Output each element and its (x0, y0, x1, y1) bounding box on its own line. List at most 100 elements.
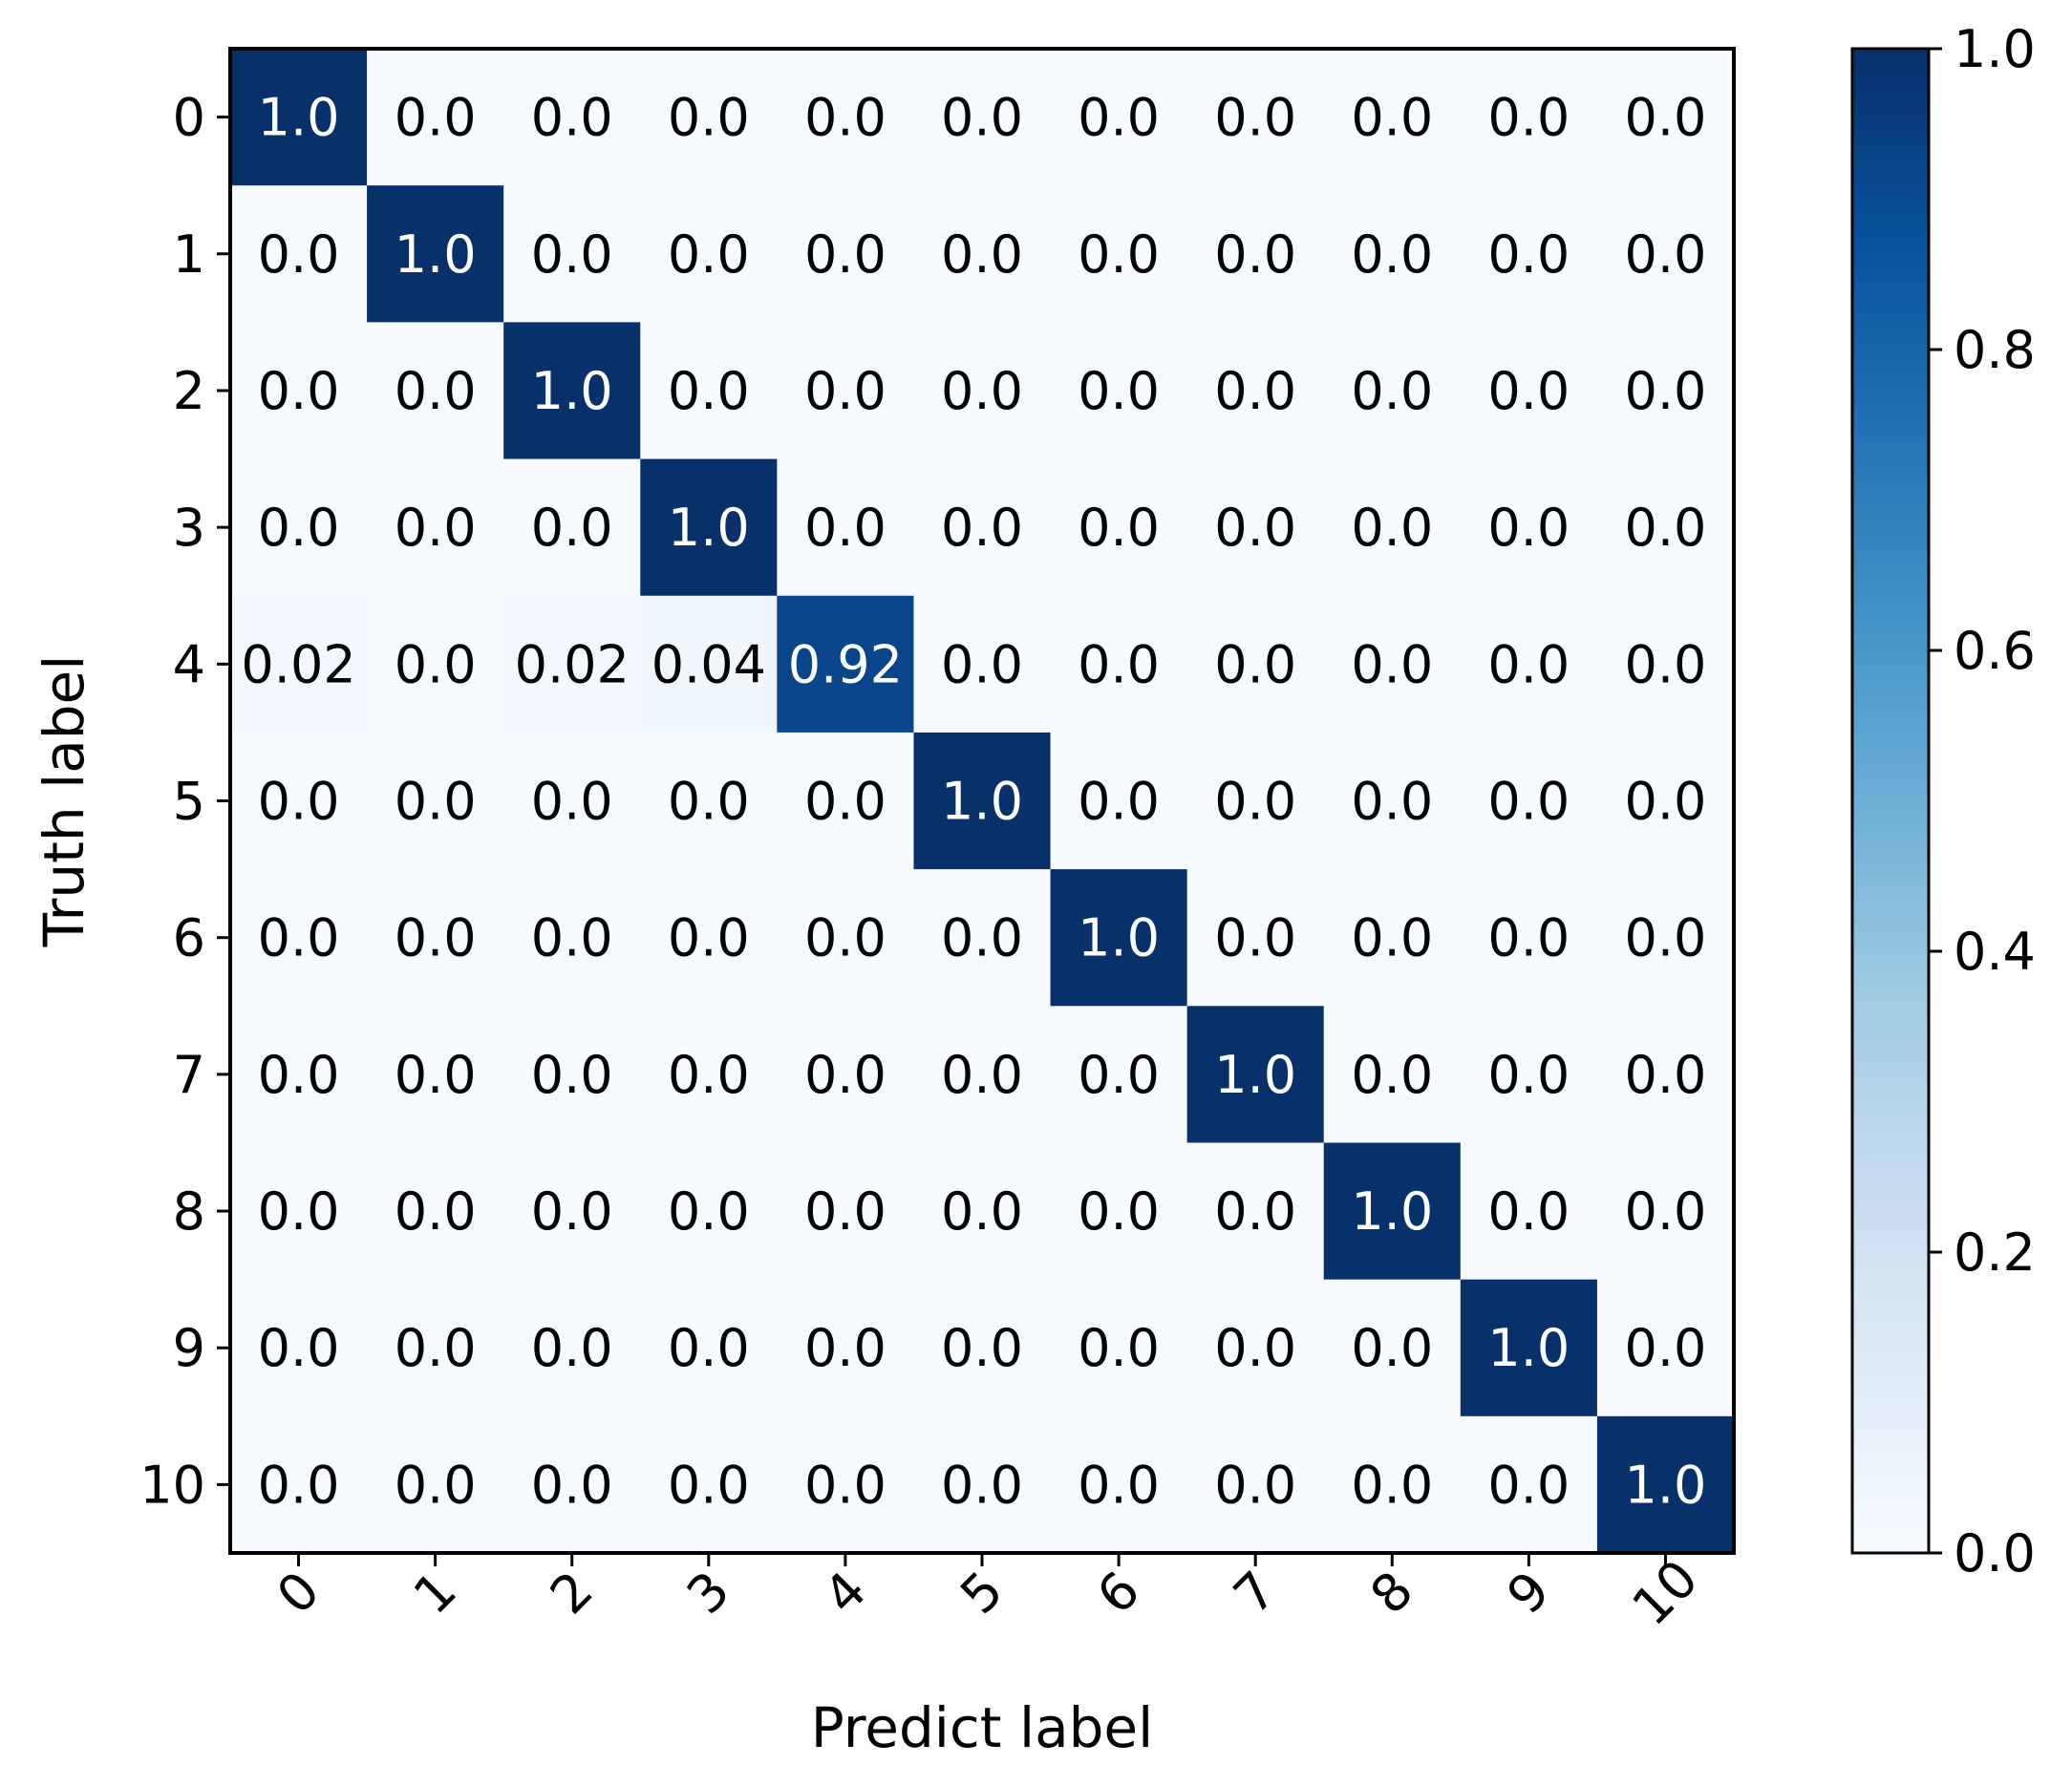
cell-value-r7-c7: 1.0 (1214, 1045, 1296, 1105)
heatmap-cell-r8-c2 (503, 1142, 641, 1281)
heatmap-cell-r2-c5 (913, 322, 1052, 460)
heatmap-cell-r5-c6 (1050, 732, 1188, 870)
cell-value-r2-c1: 0.0 (395, 361, 477, 421)
cell-value-r6-c6: 1.0 (1078, 908, 1160, 968)
cell-value-r10-c6: 0.0 (1078, 1455, 1160, 1515)
cell-value-r10-c8: 0.0 (1351, 1455, 1433, 1515)
cell-value-r8-c10: 0.0 (1625, 1181, 1707, 1242)
cell-value-r4-c3: 0.04 (652, 634, 766, 694)
heatmap-cell-r9-c2 (503, 1279, 641, 1417)
cell-value-r0-c0: 1.0 (258, 88, 340, 148)
heatmap-cell-r4-c1 (367, 595, 504, 734)
heatmap-cell-r4-c0 (230, 595, 368, 734)
heatmap-cell-r0-c5 (913, 49, 1052, 186)
heatmap-cells (230, 49, 1735, 1554)
x-axis-title: Predict label (811, 1695, 1153, 1760)
cell-value-r3-c3: 1.0 (668, 498, 750, 558)
cell-value-r5-c10: 0.0 (1625, 772, 1707, 832)
x-tick-label-5: 5 (949, 1560, 1015, 1626)
cell-value-r3-c10: 0.0 (1625, 498, 1707, 558)
colorbar (1850, 47, 1931, 1555)
heatmap-cell-r4-c7 (1186, 595, 1325, 734)
heatmap-cell-r2-c2 (503, 322, 641, 460)
cell-value-r9-c2: 0.0 (531, 1318, 613, 1378)
colorbar-tick-label-0: 0.0 (1954, 1523, 2036, 1584)
cell-value-r7-c10: 0.0 (1625, 1045, 1707, 1105)
heatmap-cell-r2-c10 (1596, 322, 1735, 460)
heatmap-cell-r5-c7 (1186, 732, 1325, 870)
cell-value-r9-c8: 0.0 (1351, 1318, 1433, 1378)
heatmap-cell-r8-c4 (777, 1142, 915, 1281)
heatmap-cell-r2-c6 (1050, 322, 1188, 460)
cell-value-r4-c10: 0.0 (1625, 634, 1707, 694)
cell-value-r6-c4: 0.0 (804, 908, 886, 968)
y-tick-label-10: 10 (139, 1455, 205, 1515)
cell-value-r2-c4: 0.0 (804, 361, 886, 421)
cell-value-r4-c6: 0.0 (1078, 634, 1160, 694)
x-tick-label-0: 0 (266, 1560, 331, 1626)
colorbar-tick-label-5: 1.0 (1954, 19, 2036, 79)
heatmap-cell-r3-c2 (503, 458, 641, 597)
cell-value-r0-c5: 0.0 (941, 88, 1023, 148)
cell-value-r6-c8: 0.0 (1351, 908, 1433, 968)
heatmap-cell-r2-c0 (230, 322, 368, 460)
cell-value-r4-c1: 0.0 (395, 634, 477, 694)
cell-value-r5-c9: 0.0 (1487, 772, 1570, 832)
cell-value-r5-c4: 0.0 (804, 772, 886, 832)
heatmap-cell-r7-c8 (1323, 1006, 1462, 1144)
cell-value-r3-c4: 0.0 (804, 498, 886, 558)
heatmap-cell-r7-c5 (913, 1006, 1052, 1144)
cell-value-r6-c9: 0.0 (1487, 908, 1570, 968)
cell-value-r0-c8: 0.0 (1351, 88, 1433, 148)
cell-value-r7-c4: 0.0 (804, 1045, 886, 1105)
cell-value-r10-c5: 0.0 (941, 1455, 1023, 1515)
cell-value-r2-c7: 0.0 (1214, 361, 1296, 421)
colorbar-ticks: 0.0 0.2 0.4 0.6 0.8 1.0 (1929, 19, 2036, 1584)
heatmap-cell-r10-c3 (640, 1415, 778, 1554)
cell-value-r5-c1: 0.0 (395, 772, 477, 832)
heatmap-cell-r1-c4 (777, 185, 915, 323)
heatmap-cell-r8-c6 (1050, 1142, 1188, 1281)
heatmap-cell-r3-c10 (1596, 458, 1735, 597)
heatmap-cell-r5-c4 (777, 732, 915, 870)
colorbar-tick-label-4: 0.8 (1954, 320, 2036, 380)
x-tick-label-6: 6 (1085, 1560, 1151, 1626)
heatmap-cell-r1-c2 (503, 185, 641, 323)
heatmap-cell-r7-c7 (1186, 1006, 1325, 1144)
cell-value-r9-c1: 0.0 (395, 1318, 477, 1378)
heatmap-cell-r9-c3 (640, 1279, 778, 1417)
cell-value-r4-c9: 0.0 (1487, 634, 1570, 694)
y-tick-label-5: 5 (173, 772, 205, 832)
cell-value-r5-c3: 0.0 (668, 772, 750, 832)
cell-value-r7-c9: 0.0 (1487, 1045, 1570, 1105)
y-tick-label-3: 3 (173, 498, 205, 558)
heatmap-cell-r8-c10 (1596, 1142, 1735, 1281)
cell-value-r4-c2: 0.02 (515, 634, 630, 694)
heatmap-cell-r0-c2 (503, 49, 641, 186)
heatmap-cell-r7-c9 (1460, 1006, 1598, 1144)
heatmap-cell-r8-c3 (640, 1142, 778, 1281)
cell-value-r3-c8: 0.0 (1351, 498, 1433, 558)
heatmap-cell-r9-c8 (1323, 1279, 1462, 1417)
heatmap-cell-r2-c7 (1186, 322, 1325, 460)
cell-value-r1-c6: 0.0 (1078, 224, 1160, 285)
heatmap-cell-r10-c8 (1323, 1415, 1462, 1554)
cell-value-r3-c1: 0.0 (395, 498, 477, 558)
cell-value-r3-c6: 0.0 (1078, 498, 1160, 558)
cell-value-r5-c6: 0.0 (1078, 772, 1160, 832)
heatmap-cell-r7-c0 (230, 1006, 368, 1144)
cell-value-r0-c9: 0.0 (1487, 88, 1570, 148)
cell-value-r2-c0: 0.0 (258, 361, 340, 421)
heatmap-cell-r9-c9 (1460, 1279, 1598, 1417)
cell-value-r8-c8: 1.0 (1351, 1181, 1433, 1242)
cell-value-r6-c10: 0.0 (1625, 908, 1707, 968)
heatmap-cell-r2-c9 (1460, 322, 1598, 460)
cell-value-r9-c10: 0.0 (1625, 1318, 1707, 1378)
heatmap-cell-r5-c10 (1596, 732, 1735, 870)
heatmap-cell-r0-c7 (1186, 49, 1325, 186)
heatmap-cell-r10-c2 (503, 1415, 641, 1554)
heatmap-cell-r3-c3 (640, 458, 778, 597)
cell-value-r7-c8: 0.0 (1351, 1045, 1433, 1105)
x-tick-label-10: 10 (1621, 1548, 1710, 1637)
